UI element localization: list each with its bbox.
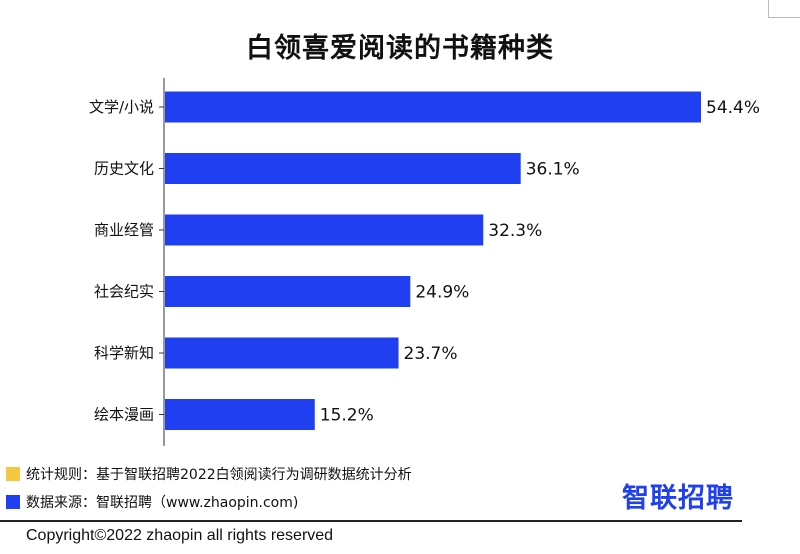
bar-value-label: 15.2% [320,406,374,426]
zhaopin-logo: 智联招聘 [622,483,734,514]
stat-rule-text: 统计规则：基于智联招聘2022白领阅读行为调研数据统计分析 [26,467,412,483]
data-source-note: 数据来源：智联招聘（www.zhaopin.com) [6,492,298,512]
bar-value-label: 36.1% [526,160,580,180]
bar-value-label: 24.9% [415,283,469,303]
category-label: 历史文化 [94,160,154,178]
bar [165,91,701,123]
bar [165,153,521,184]
category-label: 文学/小说 [89,98,154,116]
bar [165,399,315,430]
data-source-text: 数据来源：智联招聘（www.zhaopin.com) [26,495,299,511]
stat-rule-note: 统计规则：基于智联招聘2022白领阅读行为调研数据统计分析 [6,464,412,484]
category-label: 商业经管 [94,221,154,239]
bar-value-label: 23.7% [404,344,458,364]
rule-swatch [6,467,20,481]
copyright-text: Copyright©2022 zhaopin all rights reserv… [26,527,334,544]
category-label: 科学新知 [94,344,154,362]
corner-mark [768,0,800,18]
bar-value-label: 54.4% [706,98,760,118]
bar [165,337,399,369]
footer-divider [0,520,742,522]
source-swatch [6,495,20,509]
category-label: 社会纪实 [94,283,154,301]
bar [165,214,484,246]
chart-title: 白领喜爱阅读的书籍种类 [246,33,554,64]
bar [165,276,411,307]
category-label: 绘本漫画 [94,406,154,424]
bar-chart: 文学/小说 54.4% 历史文化 36.1% 商业经管 32.3% 社会纪实 24.9% 科学新… [89,78,760,446]
bar-value-label: 32.3% [488,221,542,241]
